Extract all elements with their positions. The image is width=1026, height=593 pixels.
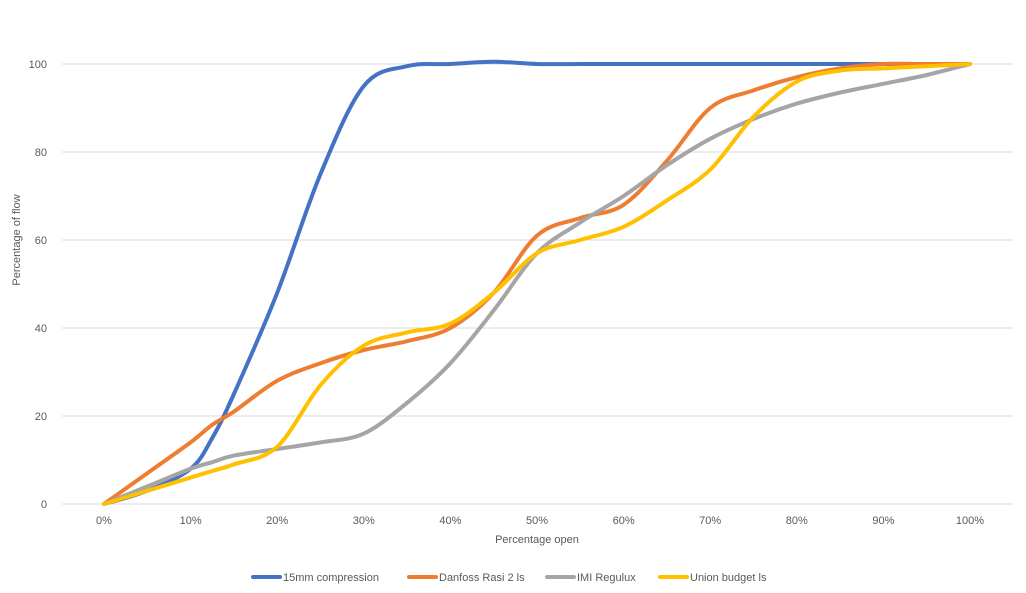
y-axis-title: Percentage of flow [11,194,23,285]
x-tick-label: 50% [526,515,548,527]
x-axis-tick-labels: 0% 10% 20% 30% 40% 50% 60% 70% 80% 90% 100% [96,515,984,527]
x-tick-label: 10% [180,515,202,527]
x-axis-title: Percentage open [495,534,579,546]
series-lines [102,59,972,506]
series-line-imi-regulux [102,62,972,506]
x-tick-label: 80% [786,515,808,527]
y-tick-label: 20 [35,411,47,423]
legend-item-imi-regulux: IMI Regulux [545,572,636,584]
legend-label: IMI Regulux [577,572,636,584]
legend-item-15mm-compression: 15mm compression [251,572,379,584]
y-tick-label: 60 [35,235,47,247]
legend: 15mm compression Danfoss Rasi 2 ls IMI Reg… [251,572,767,584]
series-line-danfoss-rasi-2-ls [102,61,972,506]
legend-label: Union budget ls [690,572,767,584]
legend-label: Danfoss Rasi 2 ls [439,572,525,584]
grid-lines [62,63,1013,505]
x-tick-label: 100% [956,515,984,527]
y-tick-label: 80 [35,147,47,159]
y-tick-label: 100 [29,59,47,71]
series-line-15mm-compression [102,59,972,506]
x-tick-label: 40% [439,515,461,527]
x-tick-label: 0% [96,515,112,527]
y-tick-label: 40 [35,323,47,335]
legend-item-danfoss-rasi-2-ls: Danfoss Rasi 2 ls [407,572,525,584]
legend-label: 15mm compression [283,572,379,584]
x-tick-label: 60% [613,515,635,527]
y-tick-label: 0 [41,499,47,511]
y-axis-tick-labels: 0 20 40 60 80 100 [29,59,47,511]
x-tick-label: 70% [699,515,721,527]
series-line-union-budget-ls [102,62,972,506]
legend-item-union-budget-ls: Union budget ls [658,572,767,584]
x-tick-label: 30% [353,515,375,527]
x-tick-label: 20% [266,515,288,527]
x-tick-label: 90% [872,515,894,527]
